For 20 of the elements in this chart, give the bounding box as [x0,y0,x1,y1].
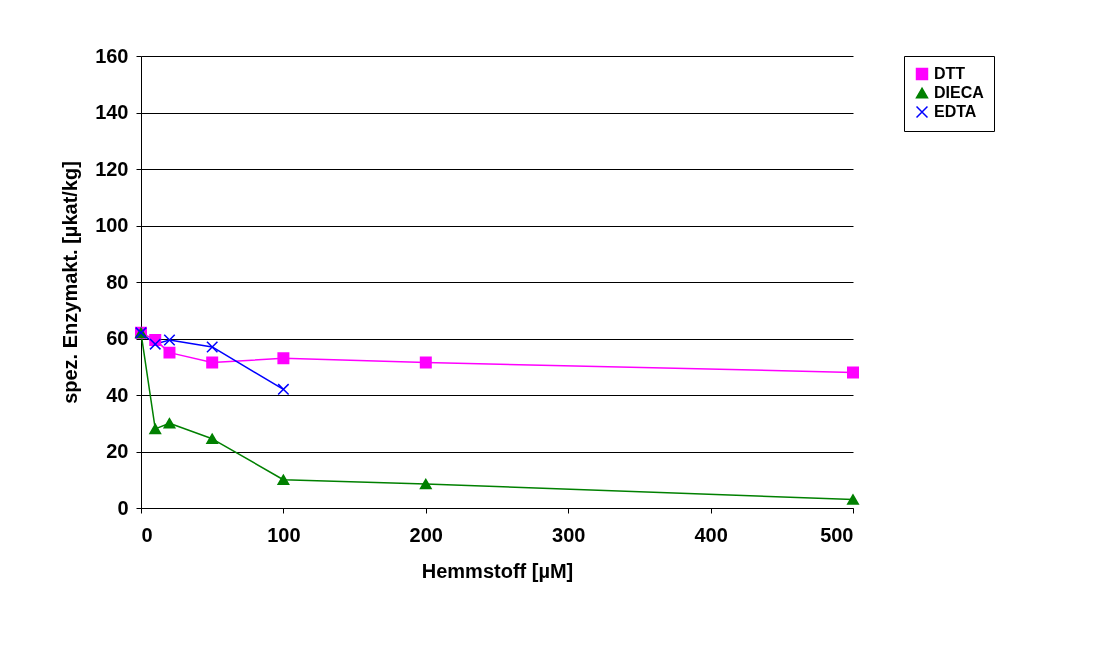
y-tick-label: 120 [95,157,129,180]
x-tick-label: 0 [141,523,153,546]
x-axis-title: Hemmstoff [µM] [421,559,574,582]
y-tick-label: 20 [106,440,129,462]
y-tick-label: 80 [106,270,129,293]
legend-label: DIECA [934,84,985,101]
x-tick-label: 200 [409,523,443,546]
x-tick-label: 500 [820,523,854,546]
y-tick-label: 60 [106,327,129,349]
legend-label: EDTA [934,103,977,120]
legend-label: DTT [934,65,966,82]
y-axis-title: spez. Enzymakt. [µkat/kg] [59,161,82,404]
y-tick-label: 140 [95,101,129,123]
x-tick-label: 400 [694,523,728,546]
y-tick-label: 160 [95,44,129,67]
x-tick-label: 100 [267,523,301,546]
x-tick-label: 300 [552,523,586,546]
y-tick-label: 100 [95,214,129,236]
y-tick-label: 0 [117,496,129,519]
y-tick-label: 40 [106,383,129,406]
